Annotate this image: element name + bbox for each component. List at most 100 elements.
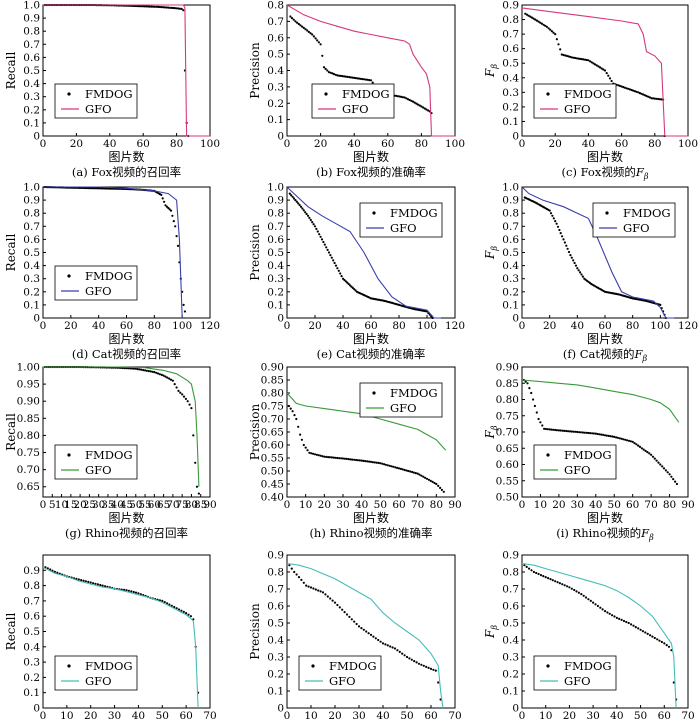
series-fmdog-point xyxy=(291,195,294,198)
series-fmdog-point xyxy=(574,56,577,60)
panel-caption: (g) Rhino视频的召回率 xyxy=(65,526,188,540)
series-fmdog-point xyxy=(298,203,301,207)
series-fmdog-point xyxy=(644,449,647,452)
y-tick-label: 0.2 xyxy=(502,286,519,298)
x-tick-label: 100 xyxy=(172,320,192,332)
series-fmdog-point xyxy=(177,7,180,10)
series-fmdog-point xyxy=(391,646,394,649)
y-tick-label: 0.1 xyxy=(23,117,40,129)
x-tick-label: 80 xyxy=(648,138,661,150)
series-fmdog-point xyxy=(149,370,152,373)
series-fmdog-point xyxy=(184,397,187,400)
y-tick-label: 0.1 xyxy=(502,116,519,128)
series-fmdog-point xyxy=(299,24,302,27)
series-fmdog-point xyxy=(297,576,301,579)
y-axis-label: Recall xyxy=(4,612,18,650)
y-axis-label-subscript: β xyxy=(490,64,499,70)
series-fmdog-point xyxy=(323,243,326,246)
series-fmdog-point xyxy=(332,73,336,76)
series-fmdog-point xyxy=(390,465,393,468)
series-fmdog-point xyxy=(145,5,148,8)
series-fmdog-point xyxy=(660,98,663,101)
series-fmdog-point xyxy=(401,96,404,99)
series-fmdog-point xyxy=(136,368,139,371)
series-fmdog-point xyxy=(434,669,437,672)
series-fmdog-point xyxy=(317,589,320,592)
series-fmdog-point xyxy=(620,437,623,440)
series-fmdog-point xyxy=(649,634,652,637)
series-fmdog-point xyxy=(526,382,529,385)
x-tick-label: 50 xyxy=(634,710,647,721)
series-fmdog-point xyxy=(190,407,193,410)
series-fmdog-point xyxy=(188,403,191,406)
series-fmdog-point xyxy=(340,275,343,278)
y-tick-label: 0.2 xyxy=(267,98,284,110)
y-tick-label: 0.4 xyxy=(267,65,284,77)
series-fmdog-point xyxy=(401,468,404,471)
series-fmdog-point xyxy=(547,27,550,30)
series-fmdog-point xyxy=(353,76,356,79)
series-fmdog-point xyxy=(666,471,669,474)
series-fmdog-point xyxy=(156,372,160,375)
series-fmdog-point xyxy=(300,578,303,582)
series-fmdog-point xyxy=(592,432,596,435)
y-tick-label: 0 xyxy=(33,703,40,715)
x-tick-label: 60 xyxy=(424,710,437,721)
series-fmdog-point xyxy=(80,579,83,582)
caption-symbol: F xyxy=(640,526,650,540)
series-fmdog-point xyxy=(544,24,547,27)
series-fmdog-point xyxy=(532,17,535,20)
panel-l: 0 10 20 30 40 50 60 70 0 0.1 0.2 0.3 0.4 0.5 0.6 0.7 0.8… xyxy=(483,550,695,721)
series-fmdog-point xyxy=(334,73,337,76)
series-fmdog-point xyxy=(594,603,597,606)
x-tick-label: 90 xyxy=(448,499,461,511)
y-tick-label: 0.80 xyxy=(17,430,40,442)
x-axis-label: 图片数 xyxy=(587,510,623,525)
y-tick-label: 0.6 xyxy=(267,601,284,613)
series-fmdog-point xyxy=(309,586,313,589)
series-fmdog-point xyxy=(353,288,356,291)
panel-i: 0 10 20 30 40 50 60 70 80 90 0.50 0.55 0.60 0.65 0.70 0… xyxy=(483,362,695,543)
series-fmdog-point xyxy=(675,482,679,486)
series-fmdog-point xyxy=(297,425,300,428)
series-fmdog-point xyxy=(398,650,401,654)
legend-fmdog-marker xyxy=(546,92,550,96)
series-fmdog-point xyxy=(77,578,80,581)
x-tick-label: 60 xyxy=(148,499,161,511)
series-fmdog-point xyxy=(327,251,331,254)
series-fmdog-point xyxy=(413,101,416,104)
series-fmdog-point xyxy=(180,7,183,10)
plot-frame xyxy=(521,554,689,709)
series-fmdog-point xyxy=(637,91,640,94)
series-fmdog-point xyxy=(664,469,668,472)
y-axis-label: Precision xyxy=(248,603,262,660)
series-fmdog-point xyxy=(170,604,173,607)
panel-c: 0 20 40 60 80 10000.10.20.30.40.50.60.70.80.9… xyxy=(483,0,698,181)
legend-frame xyxy=(54,265,138,301)
series-fmdog-point xyxy=(628,88,632,91)
series-gfo-line xyxy=(287,562,444,709)
y-tick-label: 0.1 xyxy=(502,686,519,698)
legend-frame xyxy=(54,655,138,691)
series-fmdog-point xyxy=(338,457,341,460)
y-tick-label: 1.0 xyxy=(23,182,40,194)
y-tick-label: 0.4 xyxy=(502,635,519,647)
series-fmdog-point xyxy=(661,465,664,468)
y-tick-label: 0.8 xyxy=(267,567,284,579)
x-tick-label: 50 xyxy=(129,499,142,511)
series-fmdog-point xyxy=(330,256,333,259)
y-tick-label: 0.75 xyxy=(17,447,40,459)
series-fmdog-point xyxy=(297,202,300,205)
series-fmdog-point xyxy=(366,460,369,463)
caption-symbol: F xyxy=(634,347,644,361)
series-fmdog-point xyxy=(530,391,533,395)
y-tick-label: 0 xyxy=(512,313,519,325)
y-tick-label: 0 xyxy=(512,131,519,143)
series-fmdog-point xyxy=(393,647,397,650)
series-fmdog-point xyxy=(597,65,600,68)
legend-label-fmdog: FMDOG xyxy=(564,659,612,673)
data-layer xyxy=(522,562,678,709)
series-fmdog-point xyxy=(344,280,347,283)
series-fmdog-point xyxy=(155,5,158,8)
